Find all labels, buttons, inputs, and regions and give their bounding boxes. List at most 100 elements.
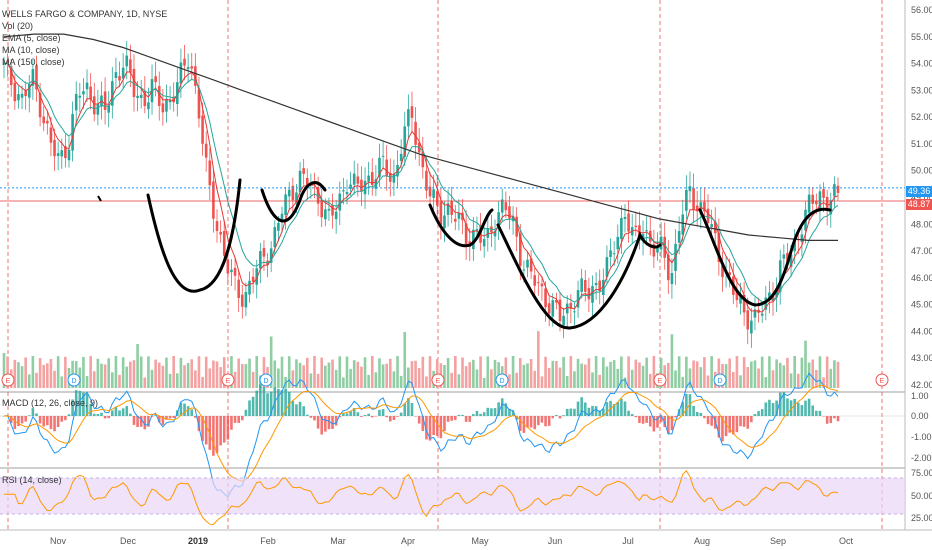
candle-body: [111, 81, 114, 106]
volume-bar: [370, 356, 374, 388]
macd-tick-label: -1.00: [911, 432, 932, 442]
macd-histogram-bar: [266, 393, 269, 416]
volume-bar: [695, 361, 699, 388]
macd-histogram-bar: [558, 416, 562, 419]
macd-histogram-bar: [121, 408, 125, 416]
macd-histogram-bar: [201, 416, 204, 441]
volume-bar: [421, 356, 425, 388]
rsi-label: RSI (14, close): [2, 475, 62, 485]
macd-histogram-bar: [259, 384, 262, 416]
price-tick-label: 56.00: [911, 5, 932, 15]
candle-body: [201, 115, 204, 144]
volume-bar: [222, 357, 226, 388]
secondary-price-badge: 48.87: [906, 199, 932, 210]
candle-body: [287, 189, 291, 197]
volume-bar: [760, 356, 764, 388]
volume-bar: [648, 373, 652, 388]
candle-body: [533, 275, 537, 286]
candle-body: [24, 90, 27, 97]
macd-histogram-bar: [670, 416, 674, 431]
candle-body: [500, 199, 504, 213]
macd-histogram-bar: [482, 412, 486, 416]
dividend-marker: [495, 373, 509, 387]
ma150-line: [3, 33, 838, 241]
candle-body: [764, 297, 768, 310]
macd-histogram-bar: [262, 387, 266, 416]
volume-bar: [287, 356, 291, 388]
volume-bar: [280, 356, 284, 388]
volume-bar: [793, 356, 796, 388]
candle-body: [439, 201, 443, 225]
macd-histogram-bar: [573, 408, 576, 416]
macd-histogram-bar: [389, 416, 392, 422]
volume-bar: [107, 358, 111, 388]
volume-bar: [157, 362, 161, 388]
macd-histogram-bar: [370, 416, 374, 418]
price-tick-label: 44.00: [911, 326, 932, 336]
volume-bar: [731, 371, 735, 388]
month-label: Dec: [119, 536, 137, 546]
macd-histogram-bar: [464, 416, 468, 422]
macd-histogram-bar: [616, 402, 620, 416]
candle-body: [248, 280, 251, 295]
volume-bar: [688, 368, 692, 388]
volume-bar: [89, 356, 92, 388]
volume-bar: [807, 362, 811, 388]
candle-body: [183, 58, 186, 66]
candle-body: [620, 218, 623, 240]
cup-pattern-line: [260, 181, 327, 223]
macd-histogram-bar: [132, 416, 136, 425]
macd-histogram-bar: [750, 416, 753, 423]
candle-body: [237, 279, 240, 299]
macd-histogram-bar: [565, 408, 569, 416]
candle-body: [688, 186, 692, 192]
volume-bar: [598, 374, 602, 388]
volume-bar: [764, 377, 768, 388]
candle-body: [446, 203, 450, 215]
earnings-marker: [221, 373, 235, 387]
candle-body: [190, 66, 194, 69]
candle-body: [378, 157, 381, 178]
candle-body: [179, 62, 183, 84]
volume-bar: [53, 370, 56, 388]
volume-bar: [414, 360, 417, 388]
macd-histogram-bar: [269, 391, 273, 416]
volume-bar: [804, 340, 807, 388]
volume-bar: [194, 370, 197, 388]
dividend-marker: [713, 373, 727, 387]
candle-body: [667, 254, 670, 281]
macd-histogram-bar: [638, 416, 641, 423]
macd-legend: MACD (12, 26, close, 9): [2, 397, 98, 409]
candle-body: [327, 208, 331, 211]
volume-bar: [616, 368, 620, 388]
candle-body: [370, 172, 374, 185]
volume-bar: [435, 359, 439, 388]
volume-bar: [237, 358, 240, 388]
volume-bar: [428, 356, 432, 388]
volume-bar: [13, 359, 17, 388]
volume-bar: [811, 359, 815, 388]
price-tick-label: 49.00: [911, 193, 932, 203]
price-tick-label: 46.00: [911, 273, 932, 283]
candle-body: [114, 72, 118, 78]
candle-body: [710, 224, 713, 228]
macd-histogram-bar: [692, 405, 695, 416]
candle-body: [735, 291, 739, 301]
volume-bar: [464, 366, 468, 388]
volume-bar: [518, 358, 522, 388]
candle-body: [385, 159, 389, 177]
rsi-tick-label: 75.00: [911, 468, 932, 478]
candle-body: [789, 254, 793, 267]
volume-bar: [121, 357, 125, 388]
macd-histogram-bar: [825, 416, 829, 424]
candle-body: [421, 151, 425, 168]
macd-histogram-bar: [212, 416, 215, 456]
macd-histogram-bar: [475, 410, 479, 416]
volume-bar: [529, 359, 533, 388]
volume-bar: [230, 356, 233, 388]
candle-body: [259, 251, 262, 269]
rsi-line: [4, 470, 839, 526]
macd-histogram-bar: [165, 416, 168, 420]
volume-bar: [360, 366, 363, 388]
